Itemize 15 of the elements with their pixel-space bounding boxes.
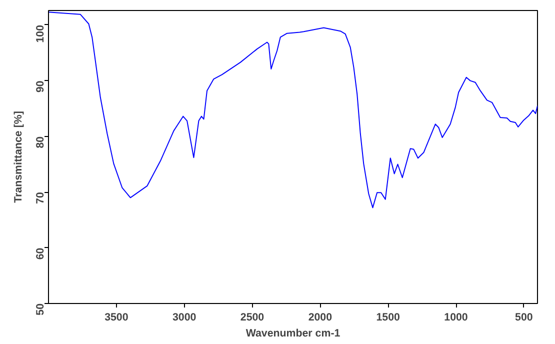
x-tick-label: 1000 xyxy=(444,312,468,324)
y-axis-title: Transmittance [%] xyxy=(12,111,24,203)
y-tick-label: 90 xyxy=(34,80,46,93)
x-tick-label: 500 xyxy=(515,312,533,324)
x-tick-label: 1500 xyxy=(376,312,400,324)
y-tick-label: 100 xyxy=(34,24,46,43)
x-axis-title: Wavenumber cm-1 xyxy=(246,328,340,340)
x-tick-label: 2500 xyxy=(240,312,264,324)
y-tick-label: 70 xyxy=(34,192,46,204)
x-tick-label: 2000 xyxy=(308,312,332,324)
x-tick-label: 3500 xyxy=(104,312,128,324)
y-tick-label: 60 xyxy=(34,248,46,260)
y-tick-label: 50 xyxy=(34,303,46,316)
y-tick-label: 80 xyxy=(34,136,46,148)
x-tick-label: 3000 xyxy=(172,312,196,324)
